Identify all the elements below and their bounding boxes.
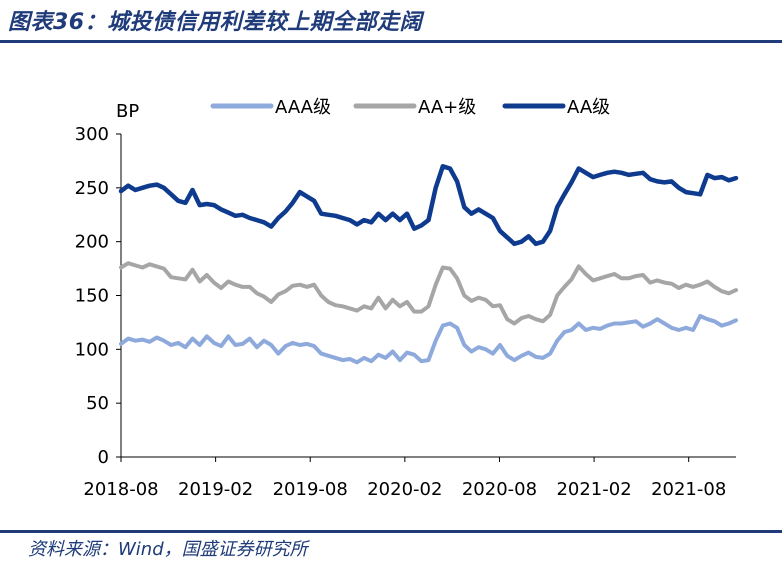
axes: 0 50 100 150 200 250 300 2018-08 2019-02 2019-08 2… <box>75 124 736 500</box>
series-line-aa <box>118 164 739 247</box>
y-tick-label: 250 <box>75 178 109 199</box>
x-tick-label: 2019-02 <box>178 479 253 500</box>
x-tick-label: 2018-08 <box>83 479 158 500</box>
figure-title: 图表36：城投债信用利差较上期全部走阔 <box>8 10 423 35</box>
x-tick-label: 2021-08 <box>651 479 726 500</box>
legend-label: AAA级 <box>275 97 331 118</box>
series-lines <box>118 164 739 365</box>
legend-label: AA级 <box>567 97 610 118</box>
y-axis-unit-label: BP <box>116 101 139 122</box>
x-tick-label: 2020-02 <box>367 479 442 500</box>
source-note: 资料来源：Wind，国盛证券研究所 <box>28 539 308 560</box>
x-tick-label: 2019-08 <box>273 479 348 500</box>
line-chart: 0 50 100 150 200 250 300 2018-08 2019-02 2019-08 2… <box>75 97 739 500</box>
bottom-rule <box>0 530 782 533</box>
series-line-aaa <box>119 314 738 365</box>
y-tick-label: 200 <box>75 232 109 253</box>
y-tick-label: 0 <box>98 447 109 468</box>
top-rule <box>0 40 782 43</box>
x-tick-label: 2020-08 <box>462 479 537 500</box>
series-line-aa-plus <box>119 261 738 326</box>
x-tick-label: 2021-02 <box>556 479 631 500</box>
y-tick-label: 100 <box>75 339 109 360</box>
y-tick-label: 150 <box>75 286 109 307</box>
y-tick-label: 50 <box>86 393 109 414</box>
legend-label: AA+级 <box>418 97 476 118</box>
legend: AAA级 AA+级 AA级 <box>210 97 610 118</box>
y-tick-label: 300 <box>75 124 109 145</box>
